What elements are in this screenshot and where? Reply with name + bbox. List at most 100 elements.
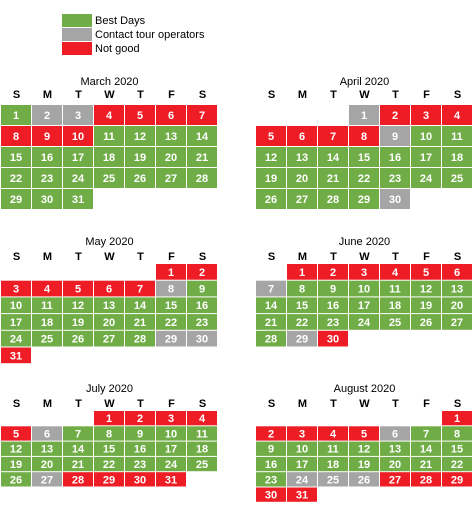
day-number: 26 [265,194,277,206]
day-cell [156,264,186,280]
day-cell [380,456,410,472]
legend-swatch [62,42,92,55]
day-cell [318,189,348,209]
day-number: 30 [389,194,401,206]
day-cell [32,314,62,330]
day-number: 18 [196,444,208,456]
day-number: 25 [103,173,115,185]
day-number: 12 [358,444,370,456]
weekday-label: T [137,89,144,101]
day-number: 8 [361,131,367,143]
day-number: 28 [265,334,277,346]
day-cell [411,297,441,314]
month-title: July 2020 [86,383,133,395]
day-number: 16 [389,152,401,164]
day-number: 1 [168,267,174,279]
day-number: 22 [358,173,370,185]
day-cell [256,441,286,456]
day-number: 17 [420,152,432,164]
day-cell [287,168,317,188]
day-cell [63,280,93,297]
day-number: 11 [196,428,208,440]
day-cell [156,147,186,167]
day-number: 13 [41,444,53,456]
day-number: 4 [44,283,51,295]
day-cell [63,456,93,472]
day-cell [63,441,93,456]
day-number: 24 [165,459,178,471]
day-number: 23 [389,173,401,185]
day-cell [256,472,286,487]
day-cell [411,264,441,280]
day-cell [32,426,62,441]
weekday-label: F [168,251,175,263]
day-number: 2 [330,267,336,279]
day-number: 16 [134,444,146,456]
day-number: 21 [72,459,84,471]
day-cell [256,280,286,297]
day-cell [125,168,155,188]
weekday-label: M [43,398,52,410]
day-number: 20 [389,459,401,471]
day-cell [187,147,217,167]
day-number: 5 [361,428,367,440]
day-number: 5 [423,267,429,279]
day-number: 1 [454,413,460,425]
day-cell [187,105,217,125]
day-cell [125,472,155,487]
day-number: 28 [327,194,339,206]
day-cell [287,472,317,487]
day-cell [94,280,124,297]
day-cell [156,314,186,330]
day-number: 28 [72,474,84,486]
weekday-label: M [43,89,52,101]
day-cell [318,126,348,146]
day-number: 18 [103,152,115,164]
day-number: 20 [296,173,308,185]
day-number: 12 [265,152,277,164]
day-number: 11 [389,283,401,295]
day-number: 27 [451,317,463,329]
weekday-label: S [268,398,275,410]
day-cell [1,189,31,209]
weekday-label: S [454,398,461,410]
day-cell [63,472,93,487]
day-cell [94,168,124,188]
day-number: 23 [196,317,208,329]
day-number: 3 [168,413,174,425]
day-number: 6 [168,110,174,122]
day-number: 13 [389,444,401,456]
day-number: 28 [134,334,146,346]
day-number: 29 [451,474,463,486]
day-number: 24 [10,334,23,346]
day-cell [94,126,124,146]
day-number: 29 [165,334,177,346]
day-number: 20 [165,152,177,164]
day-cell [125,147,155,167]
day-cell [1,168,31,188]
day-number: 26 [358,474,370,486]
day-cell [349,314,379,330]
day-cell [380,314,410,330]
day-number: 27 [41,474,53,486]
day-number: 25 [451,173,463,185]
day-cell [156,411,186,426]
day-cell [411,456,441,472]
day-cell [442,168,472,188]
day-number: 16 [327,300,339,312]
day-number: 9 [137,428,143,440]
day-number: 26 [420,317,432,329]
day-cell [256,330,286,347]
day-cell [187,456,217,472]
day-number: 9 [330,283,336,295]
day-number: 28 [420,474,432,486]
day-cell [63,297,93,314]
day-number: 21 [327,173,339,185]
day-number: 14 [420,444,433,456]
day-cell [287,330,317,347]
day-cell [349,147,379,167]
day-cell [380,280,410,297]
day-cell [125,330,155,347]
day-number: 1 [299,267,305,279]
